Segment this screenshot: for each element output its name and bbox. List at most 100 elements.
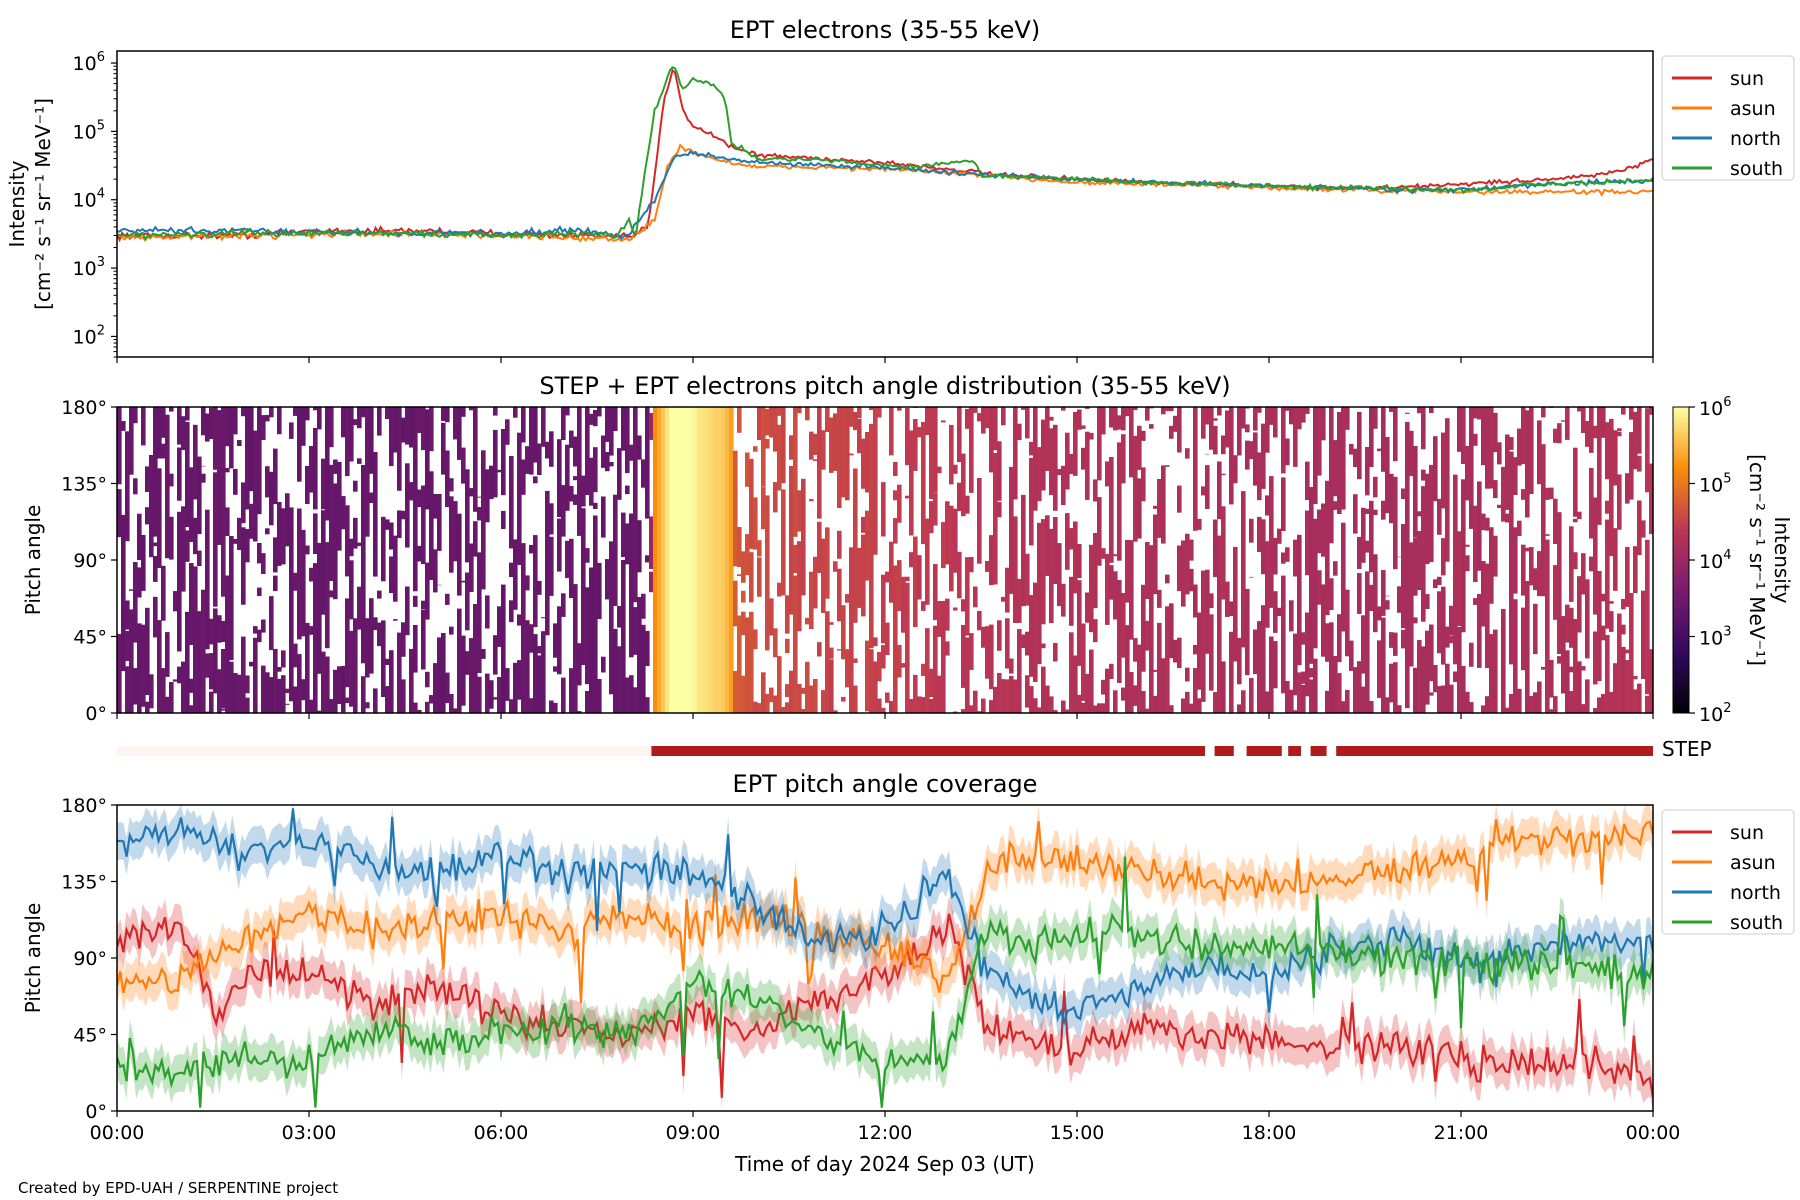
legend-label-asun: asun <box>1730 852 1776 874</box>
heatmap-cell <box>577 407 582 536</box>
heatmap-cell <box>161 565 166 621</box>
heatmap-cell <box>1201 570 1206 702</box>
heatmap-cell <box>301 529 306 637</box>
heatmap-cell <box>273 575 278 592</box>
heatmap-cell <box>585 548 590 563</box>
heatmap-cell <box>385 519 390 530</box>
heatmap-cell <box>389 522 394 550</box>
heatmap-cell <box>1169 425 1174 439</box>
heatmap-cell <box>637 520 642 573</box>
heatmap-cell <box>505 668 510 701</box>
heatmap-cell <box>165 696 170 713</box>
heatmap-cell <box>237 517 242 550</box>
heatmap-cell <box>909 430 914 536</box>
heatmap-cell <box>605 452 610 472</box>
heatmap-cell <box>645 697 650 713</box>
x-tick-label: 18:00 <box>1242 1122 1297 1144</box>
heatmap-cell <box>333 669 338 713</box>
heatmap-cell <box>1437 498 1442 535</box>
heatmap-cell <box>949 424 954 485</box>
heatmap-cell <box>885 571 890 583</box>
heatmap-cell <box>269 471 274 526</box>
heatmap-cell <box>585 587 590 685</box>
heatmap-cell <box>493 407 498 416</box>
heatmap-cell <box>321 458 326 510</box>
heatmap-cell <box>257 407 262 515</box>
heatmap-cell <box>1081 425 1086 429</box>
heatmap-cell <box>1465 446 1470 501</box>
heatmap-cell <box>1449 605 1454 636</box>
heatmap-cell <box>521 543 526 713</box>
heatmap-cell <box>373 688 378 713</box>
heatmap-cell <box>1553 565 1558 620</box>
heatmap-cell <box>809 431 814 460</box>
heatmap-cell <box>269 407 274 418</box>
heatmap-cell <box>213 472 218 607</box>
heatmap-cell <box>509 600 514 623</box>
heatmap-cell <box>141 407 146 446</box>
heatmap-cell <box>1529 407 1534 494</box>
heatmap-cell <box>797 490 802 532</box>
heatmap-cell <box>337 461 342 551</box>
heatmap-cell <box>1109 457 1114 563</box>
heatmap-cell <box>1073 521 1078 594</box>
heatmap-cell <box>1585 421 1590 447</box>
heatmap-cell <box>469 488 474 497</box>
heatmap-cell <box>133 562 138 643</box>
heatmap-cell <box>321 651 326 713</box>
heatmap-cell <box>1353 448 1358 467</box>
heatmap-cell <box>1013 679 1018 713</box>
heatmap-cell <box>397 632 402 713</box>
heatmap-cell <box>1305 461 1310 500</box>
heatmap-cell <box>577 643 582 686</box>
heatmap-cell <box>461 447 466 484</box>
heatmap-cell <box>1445 418 1450 562</box>
heatmap-cell <box>965 637 970 713</box>
heatmap-cell <box>773 695 778 713</box>
heatmap-cell <box>1625 473 1630 504</box>
heatmap-cell <box>613 494 618 606</box>
heatmap-cell <box>793 407 798 537</box>
heatmap-cell <box>989 407 994 473</box>
heatmap-cell <box>585 407 590 495</box>
heatmap-cell <box>1113 690 1118 713</box>
heatmap-cell <box>1525 410 1530 518</box>
heatmap-cell <box>177 447 182 501</box>
heatmap-cell <box>1465 544 1470 547</box>
heatmap-cell <box>1133 685 1138 706</box>
footer-credit: Created by EPD-UAH / SERPENTINE project <box>18 1179 338 1197</box>
heatmap-cell <box>497 606 502 647</box>
heatmap-cell <box>845 407 850 501</box>
heatmap-cell <box>917 696 922 713</box>
heatmap-cell <box>737 407 742 433</box>
heatmap-cell <box>1581 666 1586 671</box>
heatmap-cell <box>1053 642 1058 662</box>
heatmap-cell <box>1229 407 1234 505</box>
heatmap-cell <box>1061 465 1066 506</box>
heatmap-cell <box>1637 500 1642 556</box>
heatmap-cell <box>785 702 790 713</box>
heatmap-cell <box>149 674 154 709</box>
heatmap-cell <box>1297 534 1302 666</box>
heatmap-cell <box>1253 407 1258 431</box>
heatmap-cell <box>189 678 194 693</box>
heatmap-cell <box>153 407 158 537</box>
heatmap-cell <box>1313 658 1318 713</box>
heatmap-cell <box>777 407 782 416</box>
heatmap-cell <box>1017 423 1022 440</box>
heatmap-cell <box>1637 455 1642 472</box>
heatmap-cell <box>457 407 462 460</box>
heatmap-cell <box>613 407 618 431</box>
heatmap-cell <box>593 502 598 509</box>
heatmap-cell <box>1037 707 1042 713</box>
heatmap-cell <box>601 656 606 673</box>
heatmap-cell <box>1165 606 1170 713</box>
heatmap-cell <box>389 556 394 594</box>
heatmap-cell <box>457 608 462 713</box>
heatmap-cell <box>581 475 586 507</box>
heatmap-cell <box>349 407 354 462</box>
heatmap-cell <box>1577 576 1582 633</box>
heatmap-cell <box>117 634 122 713</box>
heatmap-cell <box>853 685 858 713</box>
heatmap-cell <box>617 646 622 713</box>
